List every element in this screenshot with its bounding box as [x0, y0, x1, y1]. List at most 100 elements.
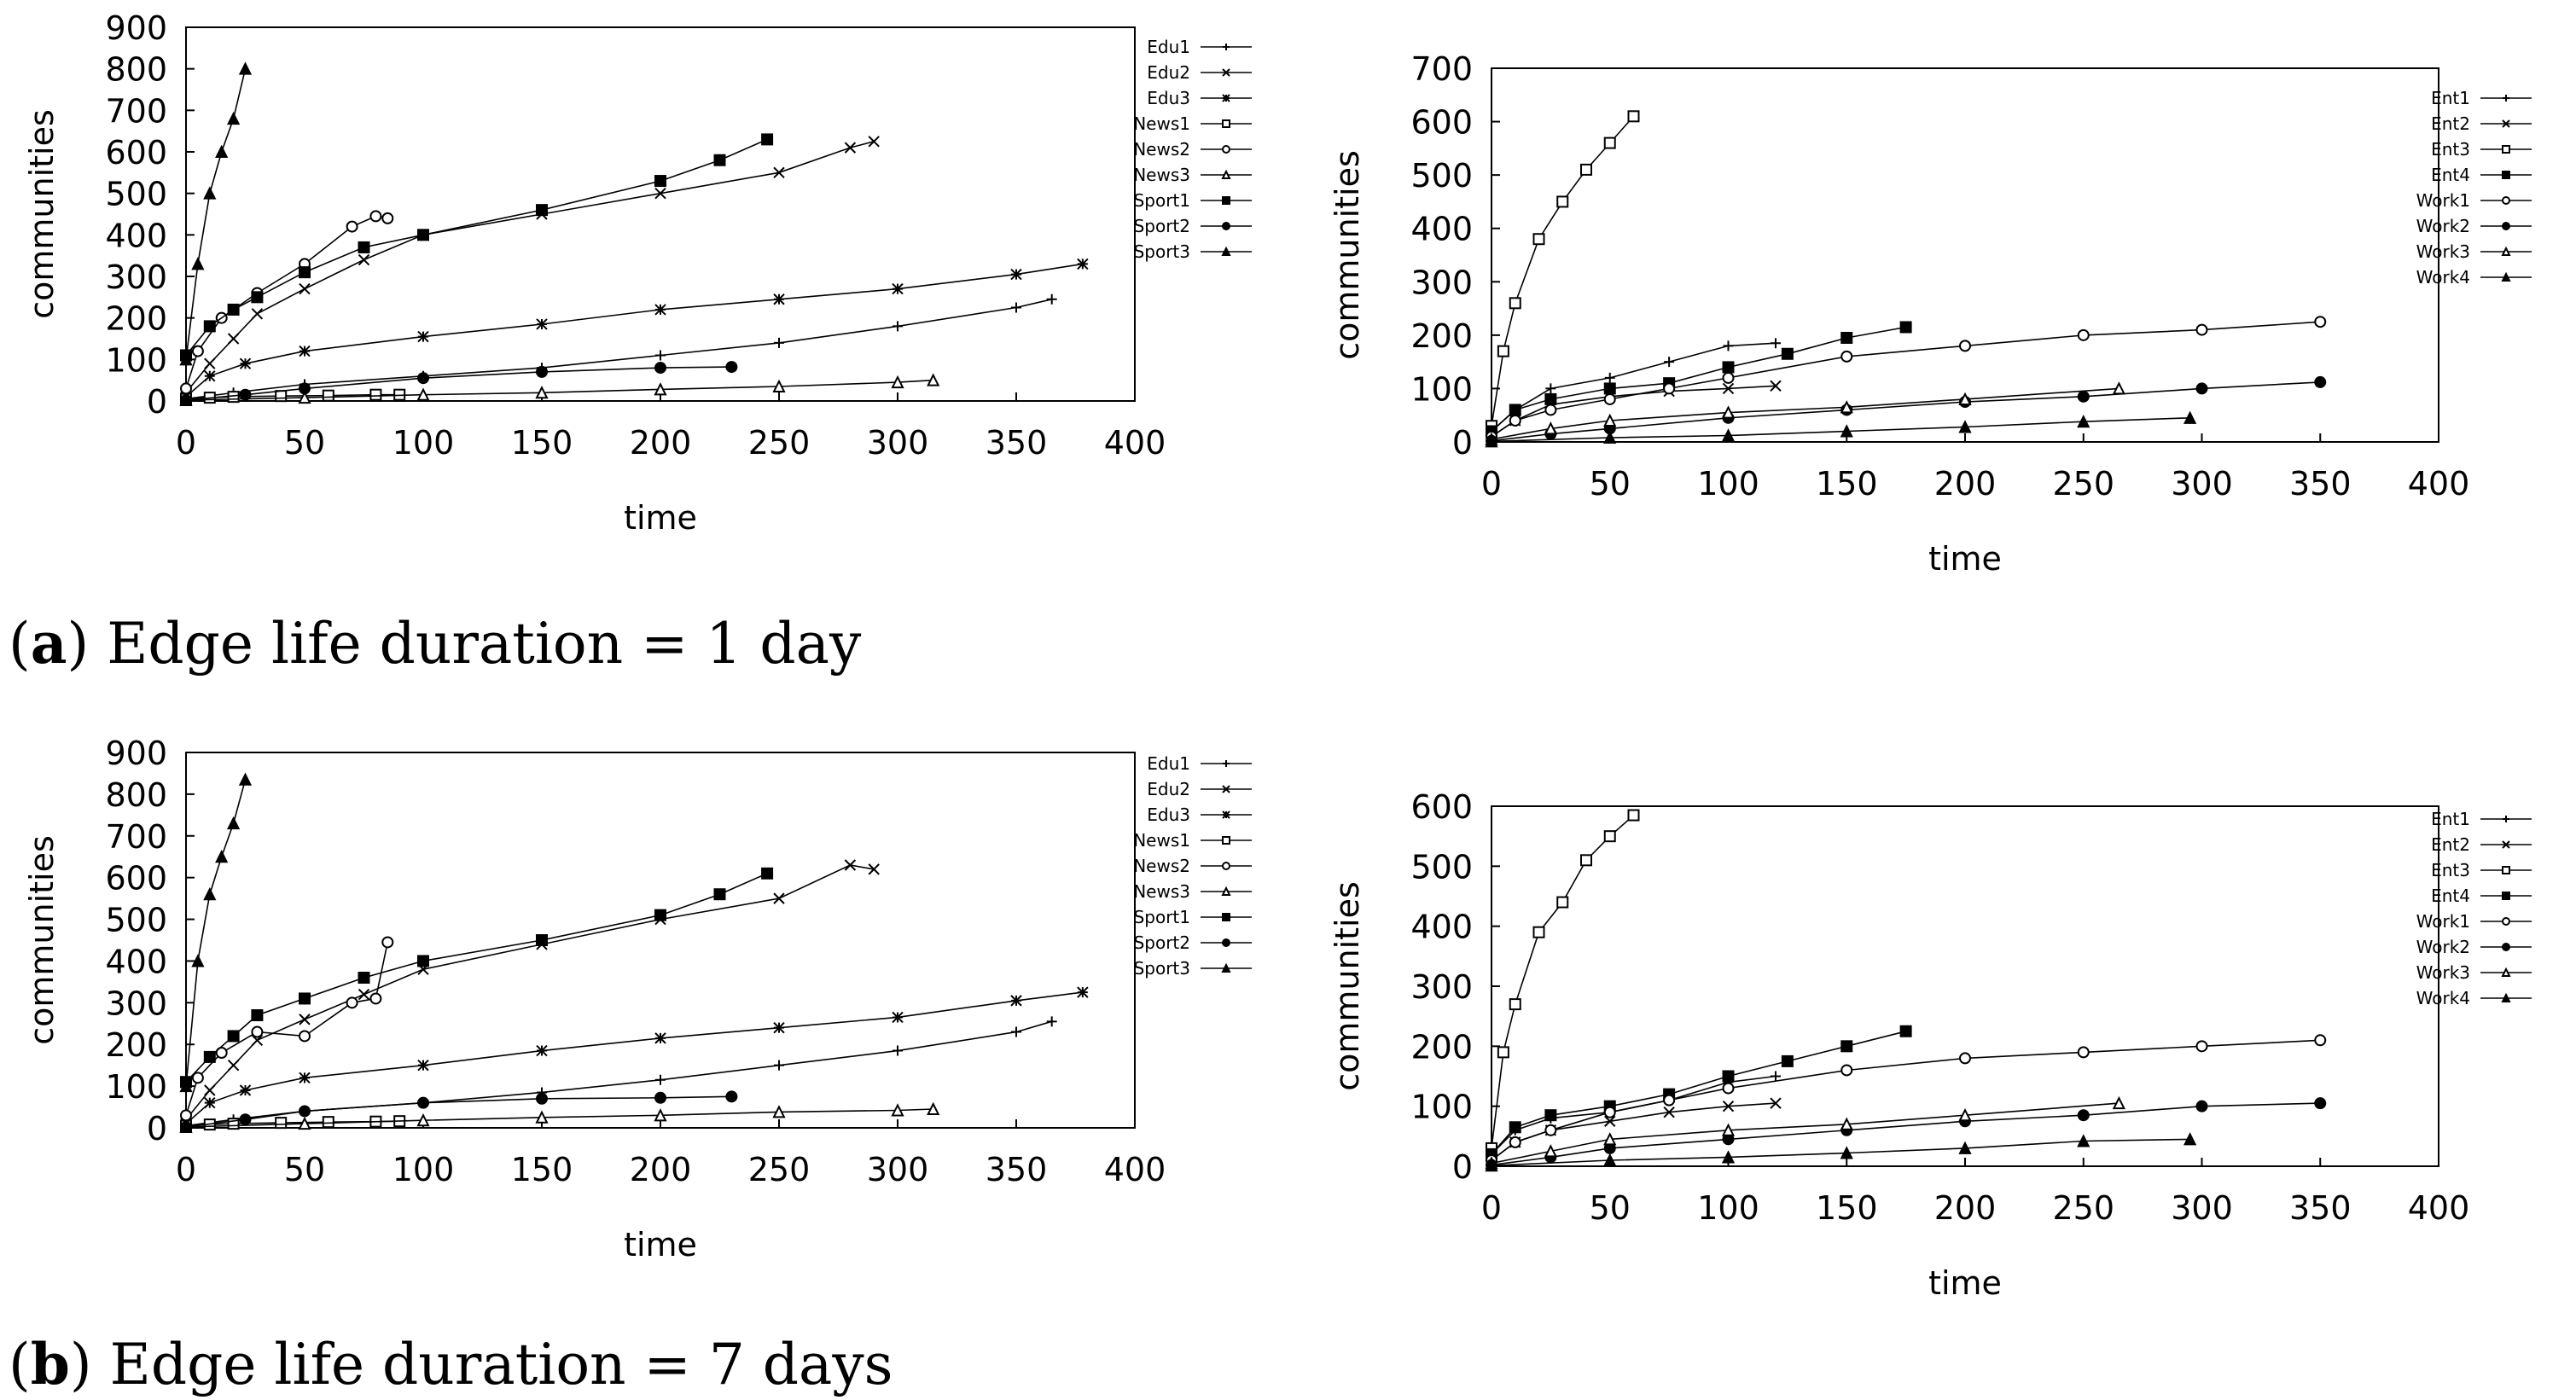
data-point	[1899, 1025, 1912, 1037]
y-axis-label: communities	[1329, 150, 1366, 360]
x-axis-label: time	[624, 1226, 697, 1263]
data-point	[299, 1014, 311, 1025]
x-tick-label: 350	[986, 1151, 1048, 1188]
y-tick-label: 300	[105, 259, 167, 296]
data-point	[1781, 347, 1794, 360]
series-line-Work1	[1491, 1039, 2321, 1161]
series-Sport2	[180, 361, 738, 407]
legend-label: Edu1	[1147, 37, 1190, 57]
data-point	[1011, 1026, 1021, 1037]
data-point	[179, 352, 193, 366]
y-tick-label: 0	[1452, 424, 1473, 462]
data-point	[893, 1045, 903, 1056]
data-point	[251, 1025, 264, 1038]
data-point	[2314, 316, 2327, 328]
legend-marker	[2502, 196, 2510, 205]
legend-marker	[1221, 169, 1231, 179]
series-line-Sport3	[185, 779, 247, 1087]
series-Ent4	[1486, 321, 1912, 438]
legend-marker	[1221, 886, 1231, 896]
data-point	[215, 144, 229, 158]
data-point	[892, 1011, 904, 1024]
data-point	[536, 365, 548, 378]
legend-marker	[2501, 992, 2511, 1002]
data-point	[191, 954, 205, 967]
data-point	[226, 111, 241, 125]
series-line-Work1	[1491, 321, 2321, 438]
y-tick-label: 600	[1410, 104, 1473, 142]
data-point	[239, 1084, 252, 1096]
data-point	[1010, 268, 1022, 281]
data-point	[1544, 1124, 1557, 1136]
data-point	[1544, 404, 1557, 416]
data-point	[358, 253, 370, 266]
data-point	[536, 934, 548, 946]
legend-marker	[2502, 119, 2510, 128]
series-News1	[180, 388, 406, 405]
data-point	[1840, 400, 1853, 414]
legend-label: Work3	[2416, 962, 2470, 983]
data-point	[180, 382, 192, 395]
data-point	[417, 372, 429, 385]
legend-marker	[1222, 68, 1230, 77]
series-Work4	[1485, 410, 2197, 448]
data-point	[1544, 392, 1557, 405]
x-tick-label: 0	[176, 424, 196, 462]
data-point	[844, 142, 857, 154]
x-tick-label: 150	[1816, 1189, 1878, 1227]
y-tick-label: 400	[1410, 909, 1473, 946]
series-line-Work3	[1491, 387, 2120, 440]
data-point	[1603, 830, 1616, 843]
data-point	[1840, 1146, 1853, 1159]
data-point	[322, 389, 334, 402]
series-Edu1	[181, 1016, 1057, 1131]
x-tick-label: 250	[748, 1151, 811, 1188]
series-Ent3	[1486, 809, 1640, 1154]
y-tick-label: 900	[105, 735, 167, 772]
data-point	[1603, 382, 1616, 395]
y-tick-label: 200	[1410, 317, 1473, 355]
series-line-News2	[185, 942, 389, 1116]
data-point	[417, 330, 429, 343]
data-point	[1580, 163, 1592, 176]
data-point	[1840, 1117, 1853, 1130]
data-point	[358, 241, 370, 253]
data-point	[2183, 410, 2197, 424]
x-tick-label: 200	[1934, 1189, 1997, 1227]
legend-marker	[1223, 760, 1230, 767]
data-point	[2195, 382, 2208, 395]
y-axis-label: communities	[23, 109, 61, 319]
data-point	[2314, 375, 2327, 388]
data-point	[204, 370, 216, 382]
data-point	[416, 387, 430, 401]
x-tick-label: 250	[2052, 1189, 2114, 1227]
data-point	[299, 345, 311, 357]
series-line-Sport3	[185, 68, 247, 360]
data-point	[1604, 1115, 1616, 1127]
x-tick-label: 150	[511, 424, 573, 462]
legend-marker	[1221, 246, 1231, 256]
data-point	[179, 1078, 193, 1093]
legend-marker	[1222, 222, 1230, 230]
x-tick-label: 400	[2408, 465, 2470, 502]
data-point	[1532, 926, 1545, 938]
x-tick-label: 300	[867, 424, 929, 462]
data-point	[1545, 383, 1556, 394]
x-tick-label: 50	[1590, 465, 1631, 502]
data-point	[275, 1117, 288, 1130]
data-point	[1722, 382, 1735, 395]
data-point	[1556, 896, 1569, 909]
legend-label: Ent4	[2431, 886, 2470, 906]
series-News2	[180, 936, 394, 1122]
data-point	[1603, 430, 1617, 444]
data-point	[536, 204, 548, 217]
data-point	[417, 1096, 429, 1109]
chart-a-right: 0 100 200 300 400 500 600 700 0 50 100 150 200 250 300…	[1329, 50, 2532, 578]
data-point	[1959, 340, 1971, 352]
data-point	[1722, 1100, 1735, 1112]
legend-label: Ent3	[2431, 860, 2470, 880]
y-tick-label: 500	[1410, 848, 1473, 886]
x-tick-label: 100	[1697, 1189, 1759, 1227]
legend-label: News2	[1133, 139, 1190, 160]
data-point	[1532, 233, 1545, 246]
